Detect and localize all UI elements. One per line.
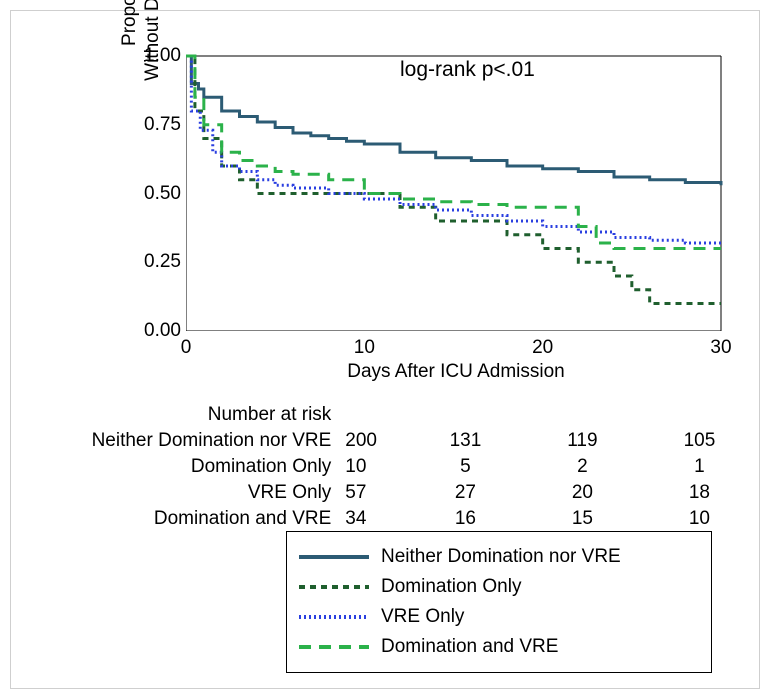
survival-curves-svg [186,51,726,331]
y-axis-label-line1: Proportion Surviving Without Death or In… [119,0,163,81]
number-at-risk-table: Number at riskNeither Domination nor VRE… [51,401,759,533]
legend-swatch [299,577,369,597]
legend-item: VRE Only [299,602,699,632]
risk-value: 57 [339,481,406,505]
risk-value: 105 [642,429,757,453]
risk-row-label: Neither Domination nor VRE [53,429,337,453]
figure-frame: Proportion Surviving Without Death or In… [10,10,760,689]
risk-value: 10 [642,507,757,531]
risk-value: 18 [642,481,757,505]
risk-value: 2 [525,455,640,479]
x-tick-label: 10 [344,337,384,359]
legend-label: Neither Domination nor VRE [381,546,621,568]
risk-row-label: Domination Only [53,455,337,479]
risk-row-label: Domination and VRE [53,507,337,531]
x-tick-label: 0 [166,337,206,359]
risk-row-label: VRE Only [53,481,337,505]
legend-box: Neither Domination nor VRE Domination Onl… [286,531,712,673]
legend-label: Domination Only [381,576,521,598]
x-tick-label: 20 [523,337,563,359]
y-tick-label: 1.00 [131,45,181,67]
x-tick-label: 30 [701,337,741,359]
risk-value: 1 [642,455,757,479]
risk-value: 34 [339,507,406,531]
risk-value: 15 [525,507,640,531]
legend-swatch [299,637,369,657]
y-tick-label: 0.75 [131,114,181,136]
x-axis-label: Days After ICU Admission [186,361,726,383]
legend-item: Neither Domination nor VRE [299,542,699,572]
risk-value: 20 [525,481,640,505]
plot-area [186,51,726,331]
legend-swatch [299,547,369,567]
legend-item: Domination and VRE [299,632,699,662]
risk-value: 16 [408,507,523,531]
risk-value: 119 [525,429,640,453]
risk-value: 131 [408,429,523,453]
logrank-annotation: log-rank p<.01 [400,58,535,82]
risk-value: 200 [339,429,406,453]
risk-value: 5 [408,455,523,479]
legend-label: VRE Only [381,606,464,628]
y-tick-label: 0.50 [131,183,181,205]
risk-value: 27 [408,481,523,505]
legend-swatch [299,607,369,627]
legend-label: Domination and VRE [381,636,558,658]
risk-value: 10 [339,455,406,479]
legend-item: Domination Only [299,572,699,602]
y-tick-label: 0.25 [131,251,181,273]
risk-table-title: Number at risk [53,403,337,427]
